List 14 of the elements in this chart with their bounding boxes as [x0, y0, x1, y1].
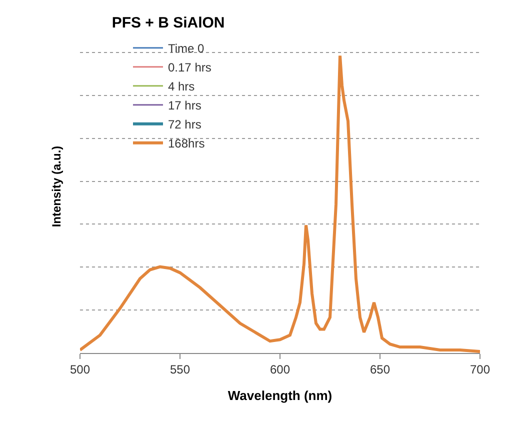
x-tick-label: 550 [170, 362, 190, 376]
legend-label: 4 hrs [168, 80, 195, 94]
x-tick-label: 600 [270, 362, 290, 376]
chart-title: PFS + B SiAlON [112, 14, 225, 32]
x-tick-label: 700 [470, 362, 490, 376]
legend-label: Time 0 [168, 42, 205, 56]
x-axis-title: Wavelength (nm) [228, 388, 332, 403]
x-tick-label: 650 [370, 362, 390, 376]
x-tick-label: 500 [70, 362, 90, 376]
legend-label: 17 hrs [168, 98, 202, 112]
legend-label: 168hrs [168, 136, 205, 150]
legend-label: 0.17 hrs [168, 60, 212, 74]
y-axis-title: Intensity (a.u.) [49, 146, 64, 228]
legend-label: 72 hrs [168, 118, 202, 132]
